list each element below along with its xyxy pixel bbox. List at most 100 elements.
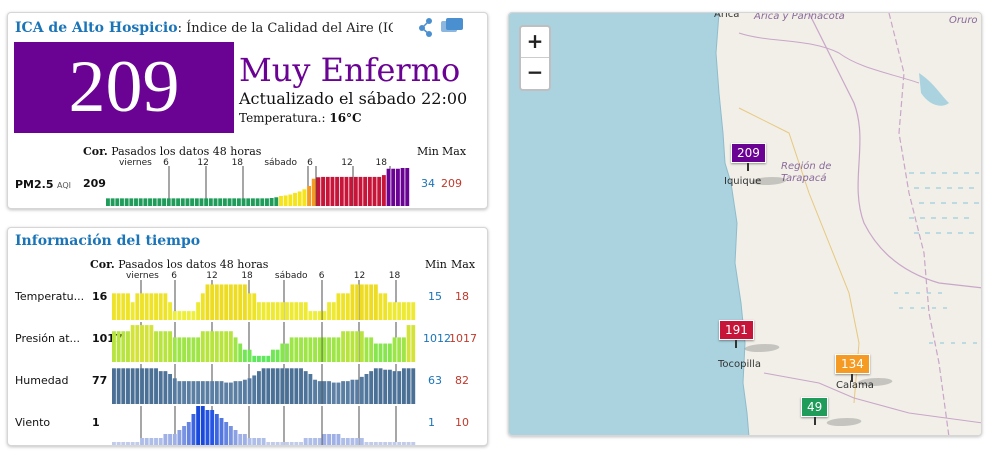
weather-row-label[interactable]: Temperatu... (15, 290, 85, 303)
spark-bar (121, 293, 126, 320)
map[interactable]: + − Arica Arica y Parinacota Oruro Regió… (508, 12, 982, 436)
spark-bar (303, 337, 308, 362)
zoom-out-button[interactable]: − (526, 60, 544, 84)
spark-bar (400, 168, 405, 206)
spark-bar (134, 198, 138, 206)
spark-bar (327, 434, 332, 445)
spark-bar (247, 438, 252, 445)
spark-bar (383, 369, 388, 404)
aqi-card-title[interactable]: ICA de Alto Hospicio (15, 20, 178, 36)
spark-bar (313, 438, 317, 445)
zoom-in-button[interactable]: + (521, 27, 549, 58)
spark-bar (341, 293, 346, 320)
header-past: Pasados los datos 48 horas (111, 145, 262, 158)
header-min: Min (417, 145, 439, 158)
spark-bar (152, 198, 157, 206)
header-max: Max (442, 145, 467, 158)
spark-bar (242, 434, 247, 445)
share-icon[interactable] (415, 17, 437, 37)
spark-bar (303, 438, 308, 445)
spark-bar (140, 293, 144, 320)
weather-header-past: Pasados los datos 48 horas (118, 258, 269, 271)
spark-bar (233, 337, 238, 362)
spark-bar (373, 284, 378, 320)
spark-bar (397, 371, 402, 404)
spark-bar (285, 442, 289, 445)
map-marker-iquique[interactable]: 209 (731, 143, 766, 171)
spark-bar (144, 368, 149, 404)
spark-bar (299, 302, 303, 320)
spark-bar (219, 284, 224, 320)
spark-bar (299, 442, 303, 445)
tick-label: 18 (231, 158, 244, 168)
weather-row-sparkline[interactable] (112, 406, 416, 446)
weather-row-label[interactable]: Viento (15, 416, 51, 429)
spark-bar (266, 302, 271, 320)
spark-bar (149, 438, 154, 445)
spark-bar (395, 168, 400, 206)
spark-bar (256, 355, 261, 362)
spark-bar (186, 381, 191, 404)
spark-bar (246, 198, 251, 206)
weather-row-max: 18 (455, 290, 469, 303)
spark-bar (345, 438, 350, 445)
spark-bar (271, 442, 275, 445)
spark-bar (238, 381, 243, 404)
spark-bar (186, 422, 191, 445)
spark-bar (116, 331, 121, 362)
map-tiles[interactable] (509, 13, 982, 436)
spark-bar (255, 198, 260, 206)
spark-bar (271, 302, 275, 320)
weather-row-min: 1012 (423, 332, 451, 345)
spark-bar (148, 198, 152, 206)
tick-label: 12 (197, 158, 209, 168)
spark-bar (341, 381, 346, 404)
spark-bar (163, 434, 168, 445)
spark-bar (275, 302, 280, 320)
temperature-line: Temperatura.: 16°C (239, 111, 362, 125)
spark-bar (313, 379, 317, 404)
spark-bar (401, 337, 406, 362)
spark-bar (116, 368, 121, 404)
weather-row-label[interactable]: Presión at... (15, 332, 81, 345)
spark-bar (172, 378, 177, 404)
spark-bar (401, 368, 406, 404)
spark-bar (350, 438, 355, 445)
spark-bar (214, 414, 219, 445)
weather-row-current: 16 (92, 290, 108, 303)
map-marker-calama-south[interactable]: 49 (801, 397, 829, 425)
pollutant-label[interactable]: PM2.5 AQI (15, 178, 71, 191)
spark-bar (168, 331, 172, 362)
spark-bar (308, 374, 313, 404)
spark-bar (252, 375, 257, 404)
spark-bar (129, 198, 134, 206)
screens-icon[interactable] (440, 17, 464, 37)
spark-bar (162, 198, 166, 206)
spark-bar (325, 176, 330, 206)
spark-bar (331, 434, 336, 445)
weather-row-label[interactable]: Humedad (15, 374, 69, 387)
spark-bar (336, 434, 341, 445)
tick-label: sábado (274, 271, 308, 281)
weather-row-sparkline[interactable] (112, 322, 416, 362)
spark-bar (359, 284, 364, 320)
weather-row-sparkline[interactable] (112, 364, 416, 404)
weather-row-sparkline[interactable] (112, 280, 416, 320)
header-cur: Cor. (83, 145, 108, 158)
spark-bar (140, 325, 144, 362)
spark-bar (279, 196, 283, 206)
spark-bar (355, 379, 360, 404)
spark-bar (144, 325, 149, 362)
pm25-sparkline[interactable] (106, 166, 410, 206)
weather-row-max: 10 (455, 416, 469, 429)
aqi-level: Muy Enfermo (239, 51, 461, 89)
spark-bar (336, 382, 341, 404)
spark-bar (210, 284, 215, 320)
map-marker-calama[interactable]: 134 (835, 354, 870, 382)
spark-bar (158, 371, 163, 404)
map-marker-tocopilla[interactable]: 191 (719, 320, 754, 348)
updated-time: Actualizado el sábado 22:00 (239, 89, 468, 108)
spark-bar (158, 293, 163, 320)
spark-bar (285, 368, 289, 404)
spark-bar (353, 176, 358, 206)
